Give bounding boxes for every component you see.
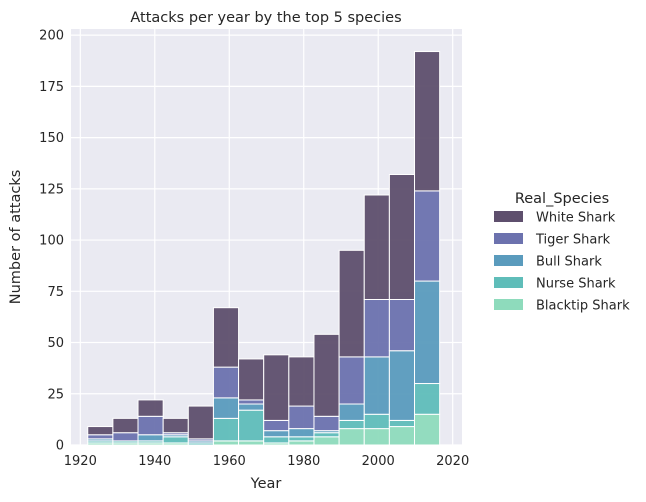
y-axis-label: Number of attacks xyxy=(8,170,24,305)
x-tick-label: 2020 xyxy=(436,454,469,469)
bar-segment-tiger-shark xyxy=(313,415,340,432)
bar-segment-tiger-shark xyxy=(338,356,365,405)
bar-segment-tiger-shark xyxy=(238,399,265,405)
bar-segment-nurse-shark xyxy=(363,413,390,430)
x-tick-label: 1940 xyxy=(138,454,171,469)
bar-segment-tiger-shark xyxy=(388,299,416,352)
legend-label: Bull Shark xyxy=(536,255,602,270)
y-tick-label: 25 xyxy=(47,387,64,402)
x-tick-label: 1960 xyxy=(213,454,246,469)
bar-segment-nurse-shark xyxy=(238,409,265,442)
y-tick-label: 150 xyxy=(39,131,64,146)
bar-segment-tiger-shark xyxy=(87,434,114,440)
bar-segment-bull-shark xyxy=(388,350,416,421)
bar-segment-tiger-shark xyxy=(212,366,240,399)
bar-segment-white-shark xyxy=(388,173,416,301)
bar-segment-white-shark xyxy=(338,249,365,358)
bar-segment-blacktip-shark xyxy=(363,428,390,446)
bar-segment-tiger-shark xyxy=(137,415,164,436)
bar-segment-blacktip-shark xyxy=(414,413,441,446)
legend-swatch xyxy=(494,299,523,310)
bar-segment-white-shark xyxy=(87,426,114,436)
bar-segment-nurse-shark xyxy=(414,383,441,415)
bar-segment-nurse-shark xyxy=(388,419,416,428)
legend-label: Blacktip Shark xyxy=(536,299,630,314)
bar-segment-blacktip-shark xyxy=(212,440,240,446)
bar-segment-white-shark xyxy=(363,194,390,301)
legend-title: Real_Species xyxy=(515,191,609,207)
bar-segment-tiger-shark xyxy=(263,419,290,432)
x-axis-label: Year xyxy=(250,476,282,492)
bar-segment-bull-shark xyxy=(238,403,265,411)
legend-label: Nurse Shark xyxy=(536,277,616,292)
y-tick-label: 125 xyxy=(39,182,64,197)
bar-segment-blacktip-shark xyxy=(238,440,265,446)
bar-segment-blacktip-shark xyxy=(313,436,340,446)
y-tick-label: 200 xyxy=(39,29,64,44)
bar-segment-nurse-shark xyxy=(313,432,340,438)
bar-segment-bull-shark xyxy=(137,434,164,442)
y-tick-label: 50 xyxy=(47,336,64,351)
bar-segment-white-shark xyxy=(112,417,139,434)
bar-segment-white-shark xyxy=(212,307,240,368)
bar-segment-bull-shark xyxy=(414,280,441,385)
bar-segment-bull-shark xyxy=(288,428,315,438)
bar-segment-blacktip-shark xyxy=(288,440,315,446)
bar-segment-blacktip-shark xyxy=(388,426,416,446)
bar-segment-nurse-shark xyxy=(162,436,189,444)
legend-swatch xyxy=(494,277,523,288)
legend-swatch xyxy=(494,211,523,222)
legend-label: Tiger Shark xyxy=(535,233,611,248)
x-tick-label: 1980 xyxy=(287,454,320,469)
bar-segment-white-shark xyxy=(137,399,164,417)
bar-segment-white-shark xyxy=(238,358,265,401)
y-tick-labels: 0 25 50 75 100 125 150 175 200 xyxy=(39,29,64,454)
bar-segment-bull-shark xyxy=(212,397,240,419)
y-tick-label: 75 xyxy=(47,285,64,300)
bar-segment-nurse-shark xyxy=(212,417,240,442)
bar-segment-white-shark xyxy=(414,51,441,192)
y-tick-label: 175 xyxy=(39,80,64,95)
x-tick-labels: 1920 1940 1960 1980 2000 2020 xyxy=(64,454,469,469)
bar-segment-tiger-shark xyxy=(363,299,390,358)
y-tick-label: 0 xyxy=(56,439,64,454)
bar-segment-tiger-shark xyxy=(112,432,139,442)
legend-swatch xyxy=(494,233,523,244)
bar-segment-bull-shark xyxy=(363,356,390,415)
bar-segment-nurse-shark xyxy=(288,436,315,442)
bar-segment-tiger-shark xyxy=(288,405,315,430)
bar-segment-blacktip-shark xyxy=(338,428,365,446)
chart-title: Attacks per year by the top 5 species xyxy=(130,10,401,26)
legend-swatch xyxy=(494,255,523,266)
bar-segment-nurse-shark xyxy=(338,419,365,430)
bar-segment-white-shark xyxy=(263,354,290,421)
bar-segment-bull-shark xyxy=(263,430,290,438)
bar-segment-white-shark xyxy=(288,356,315,407)
bars xyxy=(87,51,441,446)
y-tick-label: 100 xyxy=(39,234,64,249)
bar-segment-white-shark xyxy=(162,417,189,434)
bar-segment-bull-shark xyxy=(338,403,365,421)
legend-label: White Shark xyxy=(536,211,616,226)
bar-segment-tiger-shark xyxy=(414,190,441,282)
x-tick-label: 1920 xyxy=(64,454,97,469)
x-tick-label: 2000 xyxy=(362,454,395,469)
legend: Real_Species White Shark Tiger Shark Bull … xyxy=(494,191,630,314)
bar-segment-white-shark xyxy=(313,333,340,417)
bar-segment-white-shark xyxy=(187,405,214,440)
bar-segment-nurse-shark xyxy=(263,436,290,444)
